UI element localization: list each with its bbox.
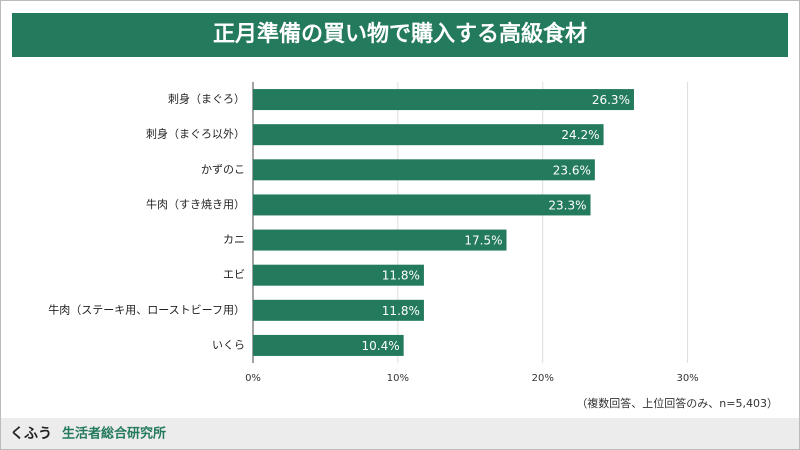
value-label: 11.8%	[382, 269, 420, 283]
value-label: 17.5%	[464, 234, 502, 248]
bar	[253, 124, 604, 146]
bar	[253, 299, 424, 321]
y-tick-label: エビ	[223, 268, 245, 281]
bar	[253, 229, 507, 251]
x-tick-label: 30%	[676, 373, 698, 384]
bar	[253, 159, 595, 181]
bar	[253, 334, 404, 356]
value-label: 24.2%	[561, 128, 599, 142]
brand: くふう	[10, 426, 52, 442]
bar	[253, 194, 591, 216]
y-tick-label: 刺身（まぐろ以外）	[146, 127, 245, 141]
value-label: 10.4%	[362, 339, 400, 353]
value-label: 23.3%	[548, 198, 586, 212]
y-tick-label: いくら	[212, 338, 245, 351]
title-banner	[12, 13, 788, 57]
footer	[1, 418, 799, 449]
y-tick-label: 刺身（まぐろ）	[168, 92, 245, 106]
x-tick-label: 20%	[532, 373, 554, 384]
y-tick-label: 牛肉（ステーキ用、ローストビーフ用）	[48, 302, 245, 316]
y-tick-label: 牛肉（すき焼き用）	[146, 197, 245, 211]
x-tick-label: 0%	[245, 373, 261, 384]
value-label: 23.6%	[553, 163, 591, 177]
chart-title: 正月準備の買い物で購入する高級食材	[213, 21, 587, 47]
bar	[253, 89, 634, 111]
note: （複数回答、上位回答のみ、n=5,403）	[576, 396, 778, 410]
value-label: 11.8%	[382, 304, 420, 318]
x-tick-label: 10%	[387, 373, 409, 384]
brand-sub: 生活者総合研究所	[62, 426, 166, 442]
value-label: 26.3%	[592, 93, 630, 107]
y-tick-label: かずのこ	[201, 163, 245, 176]
bar	[253, 264, 424, 286]
y-tick-label: カニ	[223, 233, 245, 246]
